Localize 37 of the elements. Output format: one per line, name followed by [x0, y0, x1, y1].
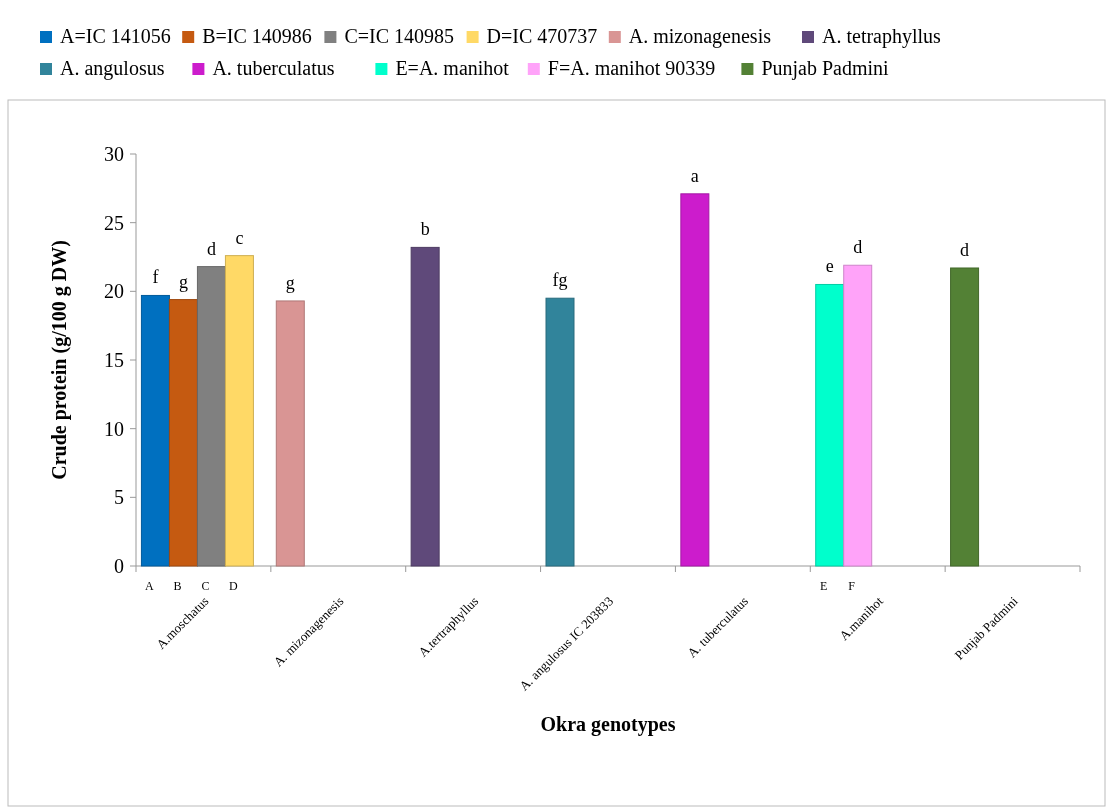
- y-tick-label: 5: [114, 486, 124, 509]
- text: B: [173, 579, 182, 593]
- legend-label: B=IC 140986: [202, 25, 312, 47]
- legend-label: F=A. manihot 90339: [547, 57, 716, 79]
- legend-label: A. tetraphyllus: [822, 25, 942, 48]
- data-label: g: [285, 272, 295, 293]
- legend-label: E=A. manihot: [395, 57, 510, 79]
- text: F: [848, 579, 856, 593]
- text: C: [201, 579, 210, 593]
- text: E: [820, 579, 828, 593]
- legend-label: A. angulosus: [60, 57, 165, 80]
- text: A: [145, 579, 155, 593]
- data-label: a: [690, 165, 699, 186]
- legend-label: Punjab Padmini: [761, 57, 890, 80]
- y-tick-label: 0: [114, 555, 124, 577]
- data-label: e: [825, 256, 834, 277]
- legend-label: A. tuberculatus: [212, 57, 335, 79]
- data-label: c: [235, 227, 244, 248]
- text: D: [229, 579, 239, 593]
- y-tick-label: 10: [104, 417, 124, 440]
- data-label: d: [960, 239, 970, 260]
- data-label: g: [178, 271, 188, 292]
- data-label: b: [420, 219, 430, 240]
- y-tick-label: 15: [104, 349, 124, 371]
- legend-label: D=IC 470737: [486, 25, 598, 47]
- data-label: d: [853, 237, 863, 258]
- legend-label: A. mizonagenesis: [628, 25, 772, 48]
- legend-label: C=IC 140985: [344, 25, 455, 47]
- x-axis-title: Okra genotypes: [540, 713, 676, 736]
- y-tick-label: 30: [104, 143, 124, 165]
- y-axis-title: Crude protein (g/100 g DW): [48, 240, 71, 480]
- data-label: f: [152, 267, 159, 288]
- legend-label: A=IC 141056: [60, 25, 171, 47]
- data-label: fg: [552, 270, 568, 291]
- y-tick-label: 20: [104, 280, 124, 303]
- data-label: d: [206, 238, 216, 259]
- y-tick-label: 25: [104, 211, 124, 234]
